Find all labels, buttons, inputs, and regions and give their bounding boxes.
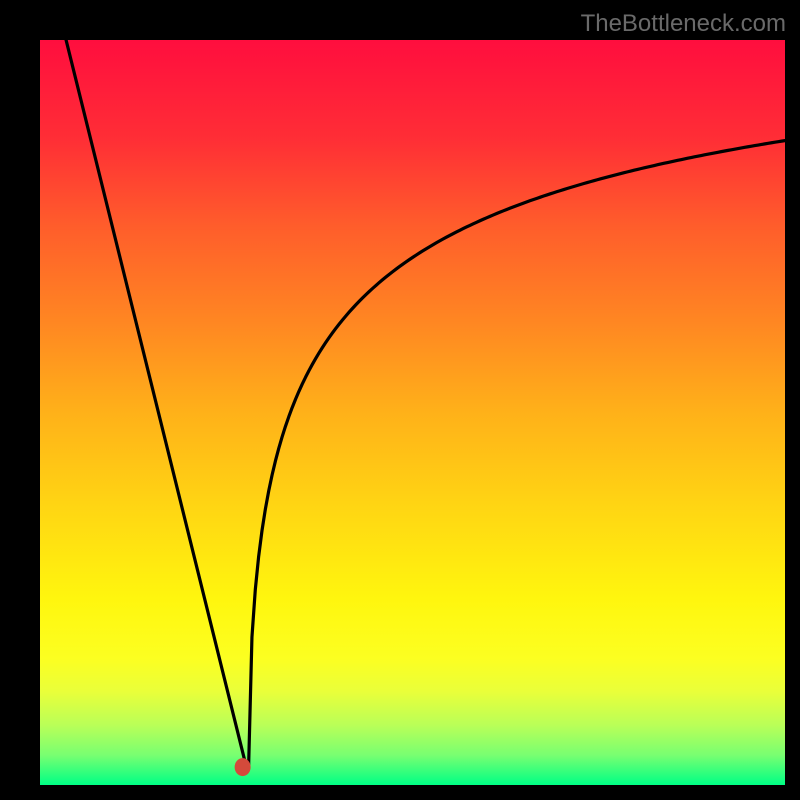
plot-area <box>40 40 785 785</box>
chart-container: TheBottleneck.com <box>0 0 800 800</box>
plot-svg <box>40 40 785 785</box>
gradient-background <box>40 40 785 785</box>
watermark-text: TheBottleneck.com <box>581 10 786 38</box>
minimum-marker <box>235 758 251 776</box>
